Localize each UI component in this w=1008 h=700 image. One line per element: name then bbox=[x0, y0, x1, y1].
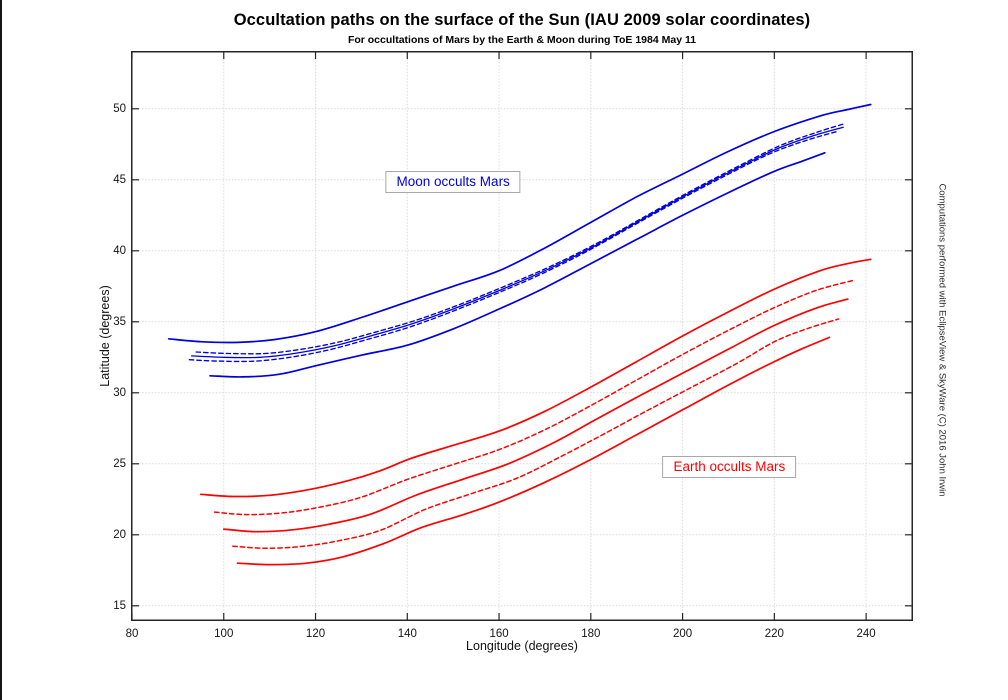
x-tick-label-100: 100 bbox=[214, 628, 234, 640]
earth-south-limit bbox=[236, 336, 831, 566]
x-tick-label-240: 240 bbox=[856, 628, 876, 640]
moon-center-lower bbox=[188, 130, 840, 363]
earth-occults-mars-label-text: Earth occults Mars bbox=[673, 458, 786, 474]
x-tick-label-140: 140 bbox=[397, 628, 417, 640]
earth-lower-dashed bbox=[232, 318, 840, 550]
y-axis-label: Latitude (degrees) bbox=[98, 285, 112, 387]
x-axis-label: Longitude (degrees) bbox=[466, 639, 578, 653]
moon-occults-mars-label: Moon occults Mars bbox=[385, 170, 521, 193]
y-tick-label-20: 20 bbox=[113, 528, 126, 541]
plot-canvas bbox=[131, 51, 913, 621]
y-tick-label-50: 50 bbox=[113, 102, 126, 115]
earth-upper-dashed bbox=[213, 279, 854, 516]
y-tick-label-35: 35 bbox=[113, 315, 126, 328]
x-tick-label-120: 120 bbox=[305, 628, 326, 640]
y-tick-label-30: 30 bbox=[113, 386, 126, 399]
y-tick-label-40: 40 bbox=[113, 244, 126, 257]
earth-occults-mars-label: Earth occults Mars bbox=[662, 455, 797, 478]
x-tick-label-160: 160 bbox=[489, 628, 509, 640]
chart-subtitle: For occultations of Mars by the Earth & … bbox=[347, 34, 697, 46]
axes-box bbox=[131, 51, 913, 621]
y-tick-label-45: 45 bbox=[113, 173, 126, 186]
earth-center-line bbox=[222, 298, 849, 533]
earth-north-limit bbox=[199, 258, 872, 498]
y-tick-label-15: 15 bbox=[113, 599, 126, 612]
x-tick-label-80: 80 bbox=[125, 628, 139, 640]
moon-occults-mars-label-text: Moon occults Mars bbox=[396, 173, 510, 189]
plot-area bbox=[131, 51, 913, 626]
x-tick-label-200: 200 bbox=[672, 628, 693, 640]
y-tick-label-25: 25 bbox=[113, 457, 126, 470]
moon-center-upper bbox=[195, 122, 847, 355]
moon-north-limit bbox=[167, 103, 872, 344]
chart-title: Occultation paths on the surface of the … bbox=[233, 11, 811, 29]
moon-south-limit bbox=[209, 151, 826, 378]
credit-text: Computations performed with EclipseView … bbox=[936, 183, 948, 497]
moon-center-line bbox=[190, 126, 844, 359]
x-tick-label-220: 220 bbox=[764, 628, 784, 640]
x-tick-label-180: 180 bbox=[581, 628, 601, 640]
